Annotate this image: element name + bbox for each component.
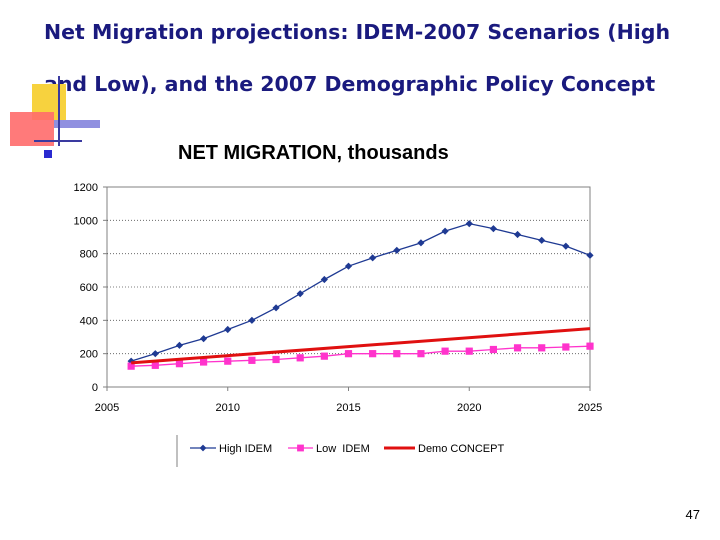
data-point-low-idem: [369, 350, 377, 358]
data-point-low-idem: [489, 345, 497, 354]
legend-label: Demo CONCEPT: [418, 443, 504, 455]
deco-horizontal-line: [34, 140, 82, 142]
legend-marker: [297, 444, 304, 452]
data-point-low-idem: [344, 350, 353, 358]
data-point-high-idem: [320, 275, 328, 284]
legend-marker: [199, 444, 207, 452]
data-point-low-idem: [393, 350, 401, 358]
data-point-high-idem: [127, 357, 135, 365]
slide-title: Net Migration projections: IDEM-2007 Sce…: [44, 20, 671, 96]
series-line-high-idem: [130, 222, 591, 362]
data-point-low-idem: [272, 355, 280, 364]
deco-bullet-square: [44, 150, 52, 158]
data-point-low-idem: [417, 350, 425, 358]
data-point-low-idem: [320, 352, 328, 360]
data-point-high-idem: [369, 254, 377, 262]
data-point-high-idem: [417, 239, 425, 247]
data-point-low-idem: [513, 344, 522, 352]
x-tick-label: 2005: [95, 402, 119, 414]
data-point-low-idem: [586, 342, 594, 350]
y-tick-label: 600: [80, 282, 98, 294]
data-point-low-idem: [296, 354, 304, 362]
data-point-high-idem: [200, 335, 208, 343]
data-point-low-idem: [224, 357, 232, 365]
data-point-high-idem: [151, 350, 159, 358]
y-tick-label: 0: [92, 382, 98, 394]
data-point-high-idem: [296, 290, 304, 298]
data-point-high-idem: [344, 262, 353, 270]
data-point-low-idem: [127, 362, 135, 370]
data-point-high-idem: [465, 220, 473, 228]
data-point-low-idem: [151, 361, 159, 369]
data-point-high-idem: [538, 236, 546, 244]
legend-label: High IDEM: [219, 443, 272, 455]
legend-label: Low IDEM: [316, 443, 370, 455]
y-tick-label: 200: [80, 349, 98, 361]
x-tick-label: 2020: [457, 402, 481, 414]
page-number: 47: [685, 507, 700, 522]
data-point-low-idem: [562, 343, 570, 351]
data-point-high-idem: [224, 325, 232, 334]
chart-title: NET MIGRATION, thousands: [178, 142, 449, 164]
data-point-high-idem: [175, 341, 184, 349]
deco-blue-square: [54, 120, 100, 128]
x-tick-label: 2010: [216, 402, 240, 414]
data-point-high-idem: [272, 304, 280, 312]
data-point-low-idem: [200, 358, 208, 366]
x-tick-label: 2025: [578, 402, 602, 414]
x-tick-label: 2015: [336, 402, 360, 414]
data-point-low-idem: [441, 347, 449, 355]
data-point-high-idem: [441, 227, 449, 235]
data-point-high-idem: [393, 246, 401, 254]
data-point-low-idem: [465, 347, 473, 355]
data-point-high-idem: [513, 230, 522, 239]
data-point-low-idem: [175, 360, 184, 368]
data-point-low-idem: [248, 356, 256, 364]
data-point-low-idem: [538, 344, 546, 352]
data-point-high-idem: [586, 251, 594, 259]
series-line-demo-concept: [131, 327, 591, 365]
data-point-high-idem: [489, 225, 497, 233]
y-tick-label: 1000: [74, 215, 98, 227]
y-tick-label: 1200: [74, 182, 98, 194]
data-point-high-idem: [562, 242, 570, 250]
data-point-high-idem: [248, 316, 256, 324]
deco-vertical-line: [58, 76, 60, 146]
y-tick-label: 400: [80, 315, 98, 327]
y-tick-label: 800: [80, 249, 98, 261]
series-line-low-idem: [131, 345, 591, 367]
